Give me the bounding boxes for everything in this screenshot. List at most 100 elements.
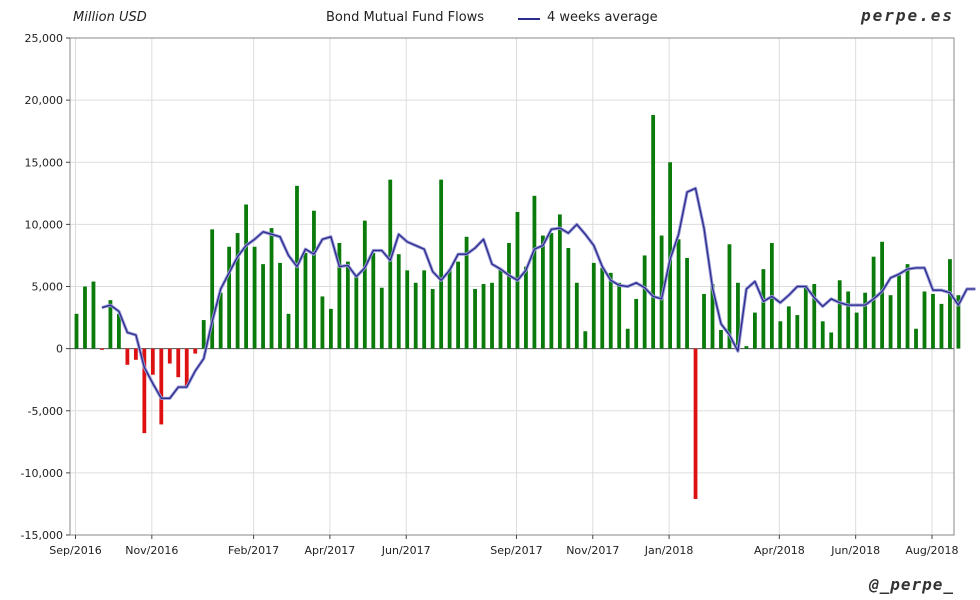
- bar: [600, 267, 605, 349]
- bar: [481, 284, 486, 349]
- bar: [447, 269, 452, 349]
- bar: [736, 282, 740, 349]
- x-tick-label: Nov/2017: [566, 544, 619, 557]
- bar: [549, 233, 554, 349]
- bar: [218, 292, 223, 349]
- bar: [159, 348, 164, 425]
- bar: [337, 243, 342, 349]
- bar: [142, 348, 147, 434]
- x-tick-label: Nov/2016: [125, 544, 178, 557]
- average-line-halo: [101, 186, 976, 400]
- bar: [812, 284, 817, 349]
- bar: [490, 282, 494, 349]
- bar: [922, 291, 927, 349]
- bar: [362, 220, 367, 349]
- bar: [498, 269, 503, 349]
- legend-average-label: 4 weeks average: [547, 10, 658, 25]
- bar: [676, 239, 681, 349]
- bar: [651, 115, 656, 349]
- bar: [303, 252, 308, 349]
- bar: [312, 210, 316, 349]
- bar: [507, 243, 511, 349]
- bar: [83, 286, 87, 349]
- bar: [269, 228, 274, 349]
- average-line: [101, 187, 976, 399]
- bar: [948, 259, 952, 349]
- bar: [837, 280, 842, 349]
- bar: [278, 262, 282, 349]
- bar: [566, 247, 571, 349]
- bar: [880, 241, 884, 349]
- bar: [201, 320, 206, 349]
- bar: [846, 291, 851, 349]
- bar: [829, 332, 834, 349]
- x-tick-label: Sep/2017: [490, 544, 542, 557]
- bar: [252, 246, 257, 349]
- bar: [685, 257, 689, 349]
- x-tick-label: Apr/2017: [305, 544, 356, 557]
- unit-label: Million USD: [73, 10, 147, 25]
- bar: [702, 293, 706, 349]
- bar: [473, 288, 477, 349]
- bar: [642, 255, 647, 349]
- bar: [227, 246, 232, 349]
- bar-series: [74, 115, 961, 499]
- grid-lines: [70, 37, 954, 536]
- bar: [727, 244, 732, 349]
- bar: [914, 328, 918, 349]
- y-tick-label: -10,000: [21, 467, 63, 480]
- bar: [100, 348, 104, 350]
- bar: [795, 315, 800, 349]
- bar: [396, 254, 401, 349]
- bar: [888, 295, 893, 349]
- brand-watermark: perpe.es: [860, 6, 954, 25]
- bar: [939, 303, 944, 349]
- bar: [719, 329, 723, 349]
- y-tick-label: 25,000: [25, 32, 64, 45]
- handle-watermark: @_perpe_: [868, 575, 954, 594]
- bar: [345, 261, 350, 349]
- x-tick-label: Jun/2018: [830, 544, 880, 557]
- bar: [133, 348, 138, 360]
- bar: [125, 348, 130, 365]
- bar: [778, 321, 783, 349]
- bar: [354, 274, 359, 349]
- bar: [524, 266, 528, 349]
- x-tick-label: Aug/2018: [905, 544, 958, 557]
- bar: [744, 346, 749, 349]
- bar: [464, 236, 469, 349]
- x-tick-label: Feb/2017: [228, 544, 279, 557]
- bar: [931, 293, 935, 349]
- bar: [413, 282, 418, 349]
- y-tick-label: -5,000: [28, 405, 63, 418]
- bar: [405, 270, 410, 349]
- legend-line-swatch: [518, 18, 540, 20]
- y-tick-label: 5,000: [32, 281, 64, 294]
- bar: [803, 285, 808, 349]
- bar: [854, 312, 859, 349]
- bar: [167, 348, 172, 364]
- bar: [210, 229, 215, 349]
- bar: [761, 269, 766, 349]
- bar: [91, 281, 96, 349]
- bar: [439, 179, 444, 349]
- y-tick-label: 10,000: [25, 218, 64, 231]
- bar: [150, 348, 155, 375]
- bar: [625, 328, 630, 349]
- x-tick-label: Jan/2018: [644, 544, 694, 557]
- y-tick-label: 0: [56, 343, 63, 356]
- bar: [108, 300, 113, 349]
- bar: [863, 292, 868, 349]
- bar: [786, 306, 791, 349]
- y-tick-label: 15,000: [25, 156, 64, 169]
- bar: [286, 313, 291, 349]
- bar: [617, 282, 622, 349]
- bar: [320, 296, 325, 349]
- bar: [541, 235, 545, 349]
- bar: [574, 282, 579, 349]
- bar: [74, 313, 79, 349]
- bar: [261, 264, 265, 349]
- bar: [608, 272, 613, 349]
- bar: [379, 287, 384, 349]
